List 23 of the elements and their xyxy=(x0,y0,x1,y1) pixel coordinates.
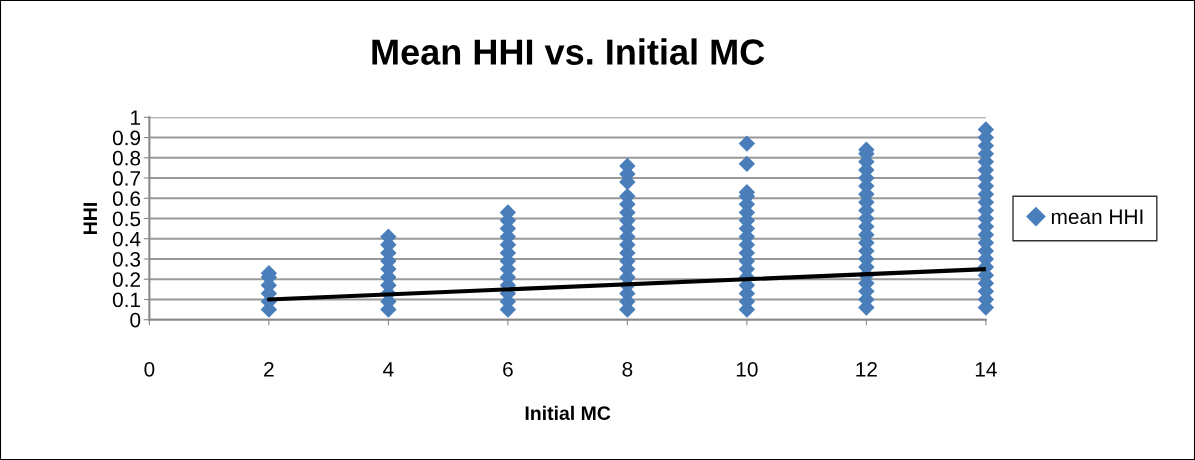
y-tick-label: 0.2 xyxy=(112,272,140,287)
y-tick-label: 0.6 xyxy=(112,191,141,207)
x-tick-label: 12 xyxy=(856,361,877,377)
y-tick-label: 0.1 xyxy=(112,292,141,308)
legend-label: mean HHI xyxy=(1051,209,1143,225)
y-tick-label: 0.5 xyxy=(112,211,141,227)
x-tick-label: 6 xyxy=(503,361,513,377)
x-tick-label: 4 xyxy=(383,362,394,377)
x-tick-label: 10 xyxy=(736,361,758,377)
y-tick-label: 0.3 xyxy=(112,251,141,267)
x-tick-label: 14 xyxy=(975,362,997,377)
y-tick-label: 0.4 xyxy=(112,231,141,247)
y-tick-label: 0 xyxy=(130,312,141,328)
x-tick-label: 2 xyxy=(264,361,274,377)
y-tick-label: 0.7 xyxy=(112,171,140,186)
x-tick-label: 8 xyxy=(622,361,633,377)
y-tick-label: 0.9 xyxy=(112,130,141,146)
x-tick-label: 0 xyxy=(144,361,155,377)
chart-title: Mean HHI vs. Initial MC xyxy=(372,38,765,65)
y-tick-label: 0.8 xyxy=(112,150,141,166)
y-axis-title: HHI xyxy=(83,203,97,234)
y-tick-label: 1 xyxy=(131,110,141,125)
x-axis-title: Initial MC xyxy=(525,405,611,421)
